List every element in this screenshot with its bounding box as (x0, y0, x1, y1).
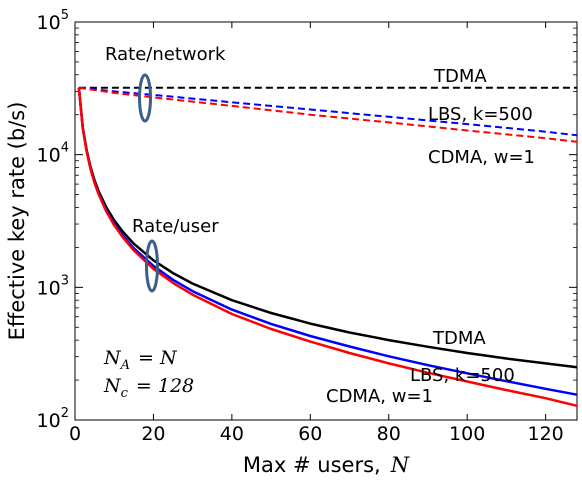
x-axis-title-var: N (390, 453, 410, 477)
x-axis-title: Max # users, N (243, 453, 410, 477)
param-na: NA = N (103, 347, 178, 373)
x-tick-label: 60 (298, 423, 322, 445)
param-na-rhs: = N (138, 347, 178, 369)
rate-network-ellipse (138, 73, 152, 123)
label-tdma-user: TDMA (432, 328, 486, 349)
param-nc-lhs: N (103, 375, 122, 397)
x-tick-label: 100 (449, 423, 485, 445)
series-line-rate-network-lbs-k-500 (78, 86, 578, 137)
x-tick-label: 80 (377, 423, 401, 445)
label-lbs-user: LBS, k=500 (410, 365, 515, 386)
x-tick-label: 40 (220, 423, 244, 445)
param-nc-rhs: = 128 (136, 375, 194, 397)
series-line-rate-user-cdma-w-1 (77, 87, 578, 408)
series-group (77, 86, 578, 408)
label-lbs-network: LBS, k=500 (428, 104, 533, 125)
y-tick-label: 105 (37, 8, 69, 34)
param-na-lhs: N (103, 347, 122, 369)
x-tick-label: 120 (527, 423, 563, 445)
annotation-rate-user: Rate/user (132, 216, 219, 237)
param-nc: Nc = 128 (103, 375, 194, 401)
param-nc-sub: c (121, 386, 129, 401)
y-tick-label: 102 (37, 406, 69, 432)
x-axis-title-text: Max # users, (243, 453, 381, 477)
rate-user-ellipse (145, 239, 159, 293)
annotation-rate-network: Rate/network (105, 44, 226, 65)
axis-ticks: 0 20 40 60 80 100 120 102 103 104 105 (37, 8, 577, 445)
plot-frame (74, 21, 578, 421)
y-tick-label: 103 (37, 273, 69, 299)
x-tick-label: 20 (141, 423, 165, 445)
label-cdma-user: CDMA, w=1 (326, 386, 433, 407)
param-na-sub: A (120, 358, 130, 373)
label-tdma-network: TDMA (433, 66, 487, 87)
x-tick-label: 0 (69, 423, 81, 445)
y-axis-title: Effective key rate (b/s) (5, 102, 29, 341)
series-line-rate-network-cdma-w-1 (78, 86, 578, 143)
y-tick-label: 104 (37, 141, 69, 167)
label-cdma-network: CDMA, w=1 (428, 147, 535, 168)
